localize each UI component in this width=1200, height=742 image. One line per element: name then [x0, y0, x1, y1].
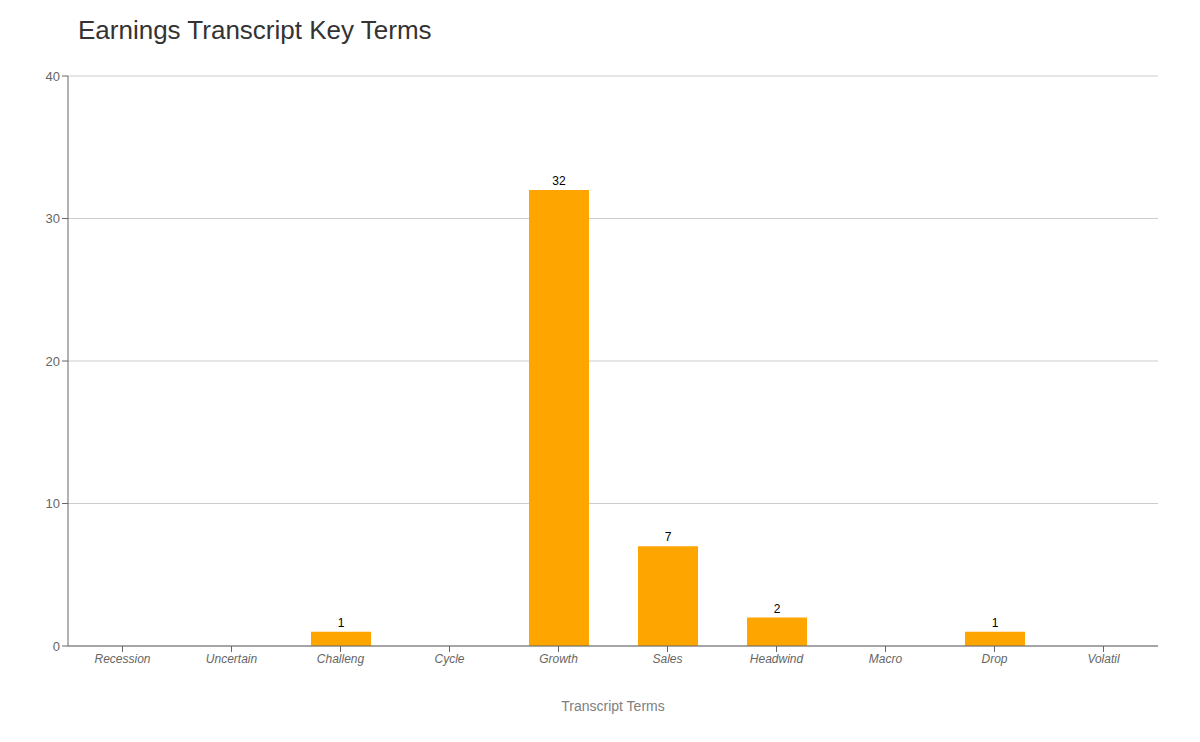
svg-text:Growth: Growth	[539, 652, 578, 666]
svg-text:1: 1	[338, 616, 345, 630]
svg-text:Recession: Recession	[94, 652, 150, 666]
svg-text:30: 30	[46, 211, 60, 226]
svg-text:Drop: Drop	[981, 652, 1007, 666]
svg-text:Headwind: Headwind	[750, 652, 804, 666]
svg-text:Challeng: Challeng	[317, 652, 365, 666]
svg-text:Macro: Macro	[869, 652, 903, 666]
svg-text:Uncertain: Uncertain	[206, 652, 258, 666]
svg-text:20: 20	[46, 354, 60, 369]
svg-text:Sales: Sales	[652, 652, 682, 666]
svg-text:2: 2	[774, 602, 781, 616]
svg-text:10: 10	[46, 496, 60, 511]
svg-text:Volatil: Volatil	[1087, 652, 1120, 666]
svg-text:7: 7	[665, 530, 672, 544]
html-text:Earnings Transcript Key Terms: Earnings Transcript Key Terms	[78, 15, 432, 45]
svg-text:1: 1	[992, 616, 999, 630]
svg-text:32: 32	[552, 174, 566, 188]
svg-text:40: 40	[46, 69, 60, 84]
svg-text:0: 0	[53, 639, 60, 654]
svg-text:Transcript Terms: Transcript Terms	[561, 698, 664, 714]
svg-text:Cycle: Cycle	[434, 652, 464, 666]
